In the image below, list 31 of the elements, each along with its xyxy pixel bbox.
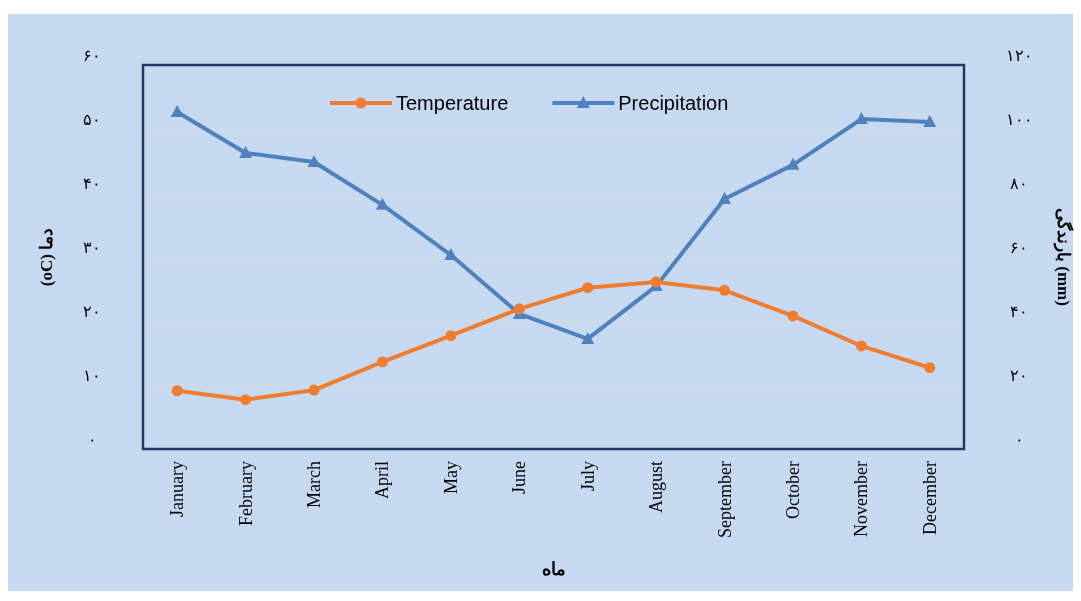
x-tick-label: February <box>235 461 256 526</box>
y-axis-title: دما (oC) <box>37 227 56 287</box>
y-tick-label: ۴۰ <box>83 175 101 192</box>
y2-tick-label: ۲۰ <box>1010 367 1028 384</box>
x-tick-label: October <box>782 461 803 519</box>
x-tick-label: May <box>440 461 461 494</box>
x-tick-label: November <box>851 461 872 537</box>
x-tick-label: July <box>577 461 598 492</box>
x-axis-title: ماه <box>541 559 566 579</box>
x-tick-label: April <box>372 461 393 499</box>
y2-tick-label: ۱۰۰ <box>1005 111 1033 128</box>
y2-tick-label: ۸۰ <box>1010 175 1028 192</box>
x-tick-label: June <box>509 461 530 494</box>
y-tick-label: ۳۰ <box>83 239 101 256</box>
x-tick-label: January <box>167 461 188 517</box>
y2-tick-label: ۶۰ <box>1010 239 1028 256</box>
y-tick-label: ۵۰ <box>83 111 101 128</box>
y2-tick-label: ۴۰ <box>1010 303 1028 320</box>
y2-tick-label: ۰ <box>1014 431 1024 448</box>
x-tick-label: August <box>646 461 667 514</box>
y2-axis-title: بارندگی (mm) <box>1053 208 1074 306</box>
y2-tick-label: ۱۲۰ <box>1005 47 1033 64</box>
y-tick-label: ۶۰ <box>83 47 101 64</box>
x-tick-label: December <box>919 461 940 535</box>
y-tick-label: ۰ <box>87 431 97 448</box>
x-tick-label: September <box>714 461 735 538</box>
legend-label: Precipitation <box>618 92 729 114</box>
y-tick-label: ۲۰ <box>83 303 101 320</box>
y-tick-label: ۱۰ <box>83 367 101 384</box>
legend-label: Temperature <box>396 92 509 114</box>
x-tick-label: March <box>304 461 325 508</box>
